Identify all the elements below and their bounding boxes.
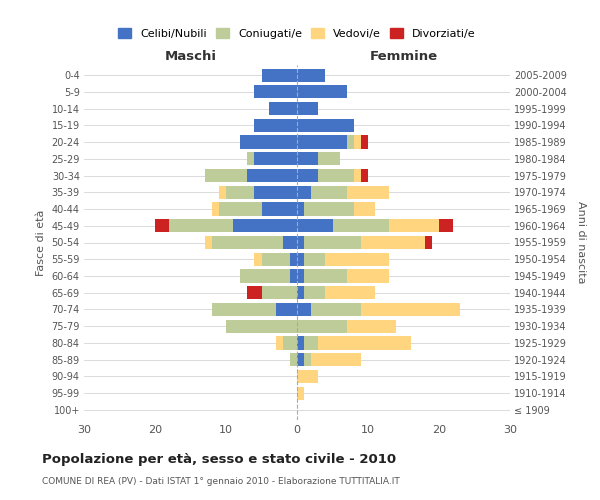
- Bar: [332, 219, 389, 232]
- Bar: [290, 252, 297, 266]
- Bar: [354, 202, 375, 215]
- Bar: [262, 68, 297, 82]
- Text: COMUNE DI REA (PV) - Dati ISTAT 1° gennaio 2010 - Elaborazione TUTTITALIA.IT: COMUNE DI REA (PV) - Dati ISTAT 1° genna…: [42, 476, 400, 486]
- Bar: [425, 236, 432, 249]
- Bar: [212, 303, 276, 316]
- Bar: [262, 286, 297, 300]
- Bar: [297, 252, 304, 266]
- Y-axis label: Anni di nascita: Anni di nascita: [577, 201, 586, 284]
- Bar: [254, 152, 297, 166]
- Bar: [311, 353, 361, 366]
- Bar: [297, 320, 347, 333]
- Bar: [240, 136, 297, 148]
- Bar: [297, 270, 304, 282]
- Text: Popolazione per età, sesso e stato civile - 2010: Popolazione per età, sesso e stato civil…: [42, 452, 396, 466]
- Bar: [240, 270, 290, 282]
- Bar: [297, 169, 319, 182]
- Bar: [269, 102, 297, 115]
- Text: Maschi: Maschi: [164, 50, 217, 64]
- Bar: [297, 303, 311, 316]
- Bar: [297, 353, 304, 366]
- Bar: [389, 219, 439, 232]
- Bar: [297, 236, 304, 249]
- Bar: [276, 336, 283, 349]
- Bar: [226, 186, 254, 199]
- Bar: [212, 202, 219, 215]
- Bar: [347, 320, 397, 333]
- Bar: [361, 303, 460, 316]
- Bar: [311, 303, 361, 316]
- Bar: [297, 286, 304, 300]
- Bar: [254, 252, 262, 266]
- Bar: [247, 286, 262, 300]
- Bar: [439, 219, 453, 232]
- Bar: [297, 152, 319, 166]
- Bar: [304, 236, 361, 249]
- Bar: [304, 202, 354, 215]
- Bar: [304, 286, 325, 300]
- Bar: [347, 136, 354, 148]
- Bar: [254, 86, 297, 98]
- Bar: [304, 252, 325, 266]
- Bar: [319, 152, 340, 166]
- Bar: [325, 252, 389, 266]
- Bar: [297, 186, 311, 199]
- Bar: [155, 219, 169, 232]
- Bar: [283, 236, 297, 249]
- Bar: [325, 286, 375, 300]
- Y-axis label: Fasce di età: Fasce di età: [36, 210, 46, 276]
- Bar: [226, 320, 297, 333]
- Bar: [297, 136, 347, 148]
- Bar: [205, 169, 247, 182]
- Bar: [254, 119, 297, 132]
- Bar: [361, 236, 425, 249]
- Bar: [276, 303, 297, 316]
- Bar: [297, 219, 332, 232]
- Bar: [290, 270, 297, 282]
- Bar: [219, 202, 262, 215]
- Bar: [297, 336, 304, 349]
- Bar: [297, 86, 347, 98]
- Bar: [297, 202, 304, 215]
- Bar: [354, 136, 361, 148]
- Bar: [304, 353, 311, 366]
- Bar: [297, 370, 319, 383]
- Legend: Celibi/Nubili, Coniugati/e, Vedovi/e, Divorziati/e: Celibi/Nubili, Coniugati/e, Vedovi/e, Di…: [115, 24, 479, 42]
- Bar: [297, 119, 354, 132]
- Text: Femmine: Femmine: [370, 50, 437, 64]
- Bar: [297, 386, 304, 400]
- Bar: [233, 219, 297, 232]
- Bar: [347, 186, 389, 199]
- Bar: [297, 102, 319, 115]
- Bar: [262, 252, 290, 266]
- Bar: [283, 336, 297, 349]
- Bar: [212, 236, 283, 249]
- Bar: [311, 186, 347, 199]
- Bar: [361, 169, 368, 182]
- Bar: [205, 236, 212, 249]
- Bar: [361, 136, 368, 148]
- Bar: [262, 202, 297, 215]
- Bar: [254, 186, 297, 199]
- Bar: [319, 169, 354, 182]
- Bar: [169, 219, 233, 232]
- Bar: [297, 68, 325, 82]
- Bar: [304, 270, 347, 282]
- Bar: [354, 169, 361, 182]
- Bar: [304, 336, 319, 349]
- Bar: [290, 353, 297, 366]
- Bar: [319, 336, 410, 349]
- Bar: [347, 270, 389, 282]
- Bar: [247, 152, 254, 166]
- Bar: [247, 169, 297, 182]
- Bar: [219, 186, 226, 199]
